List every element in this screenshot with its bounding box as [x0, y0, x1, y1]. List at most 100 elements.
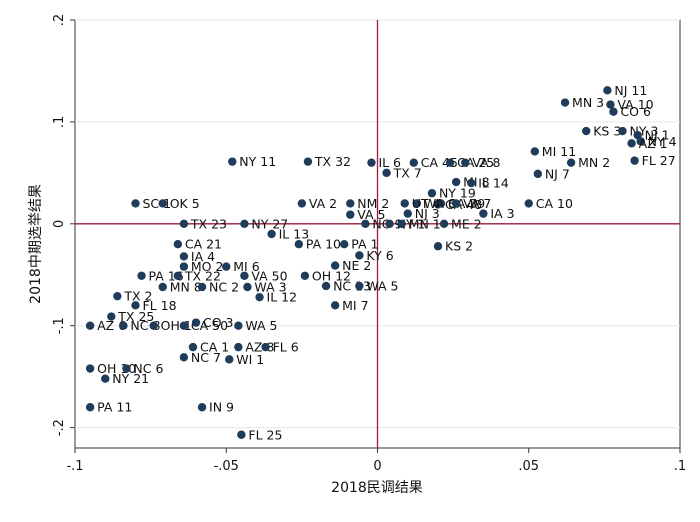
- data-point: [243, 282, 252, 292]
- data-point: [445, 158, 455, 167]
- point-label: MI 7: [342, 298, 368, 313]
- data-point: [303, 157, 313, 166]
- point-label: WA 5: [245, 318, 277, 333]
- point-label: OH 12: [312, 268, 351, 283]
- point-label: NM 2: [357, 196, 389, 211]
- point-label: VA 50: [251, 268, 287, 283]
- point-label: NC 7: [191, 350, 221, 365]
- point-label: PA 16: [149, 268, 184, 283]
- data-point: [197, 403, 207, 412]
- point-label: TX 2: [123, 289, 152, 304]
- data-point: [385, 219, 394, 229]
- data-point: [222, 262, 231, 271]
- data-point: [355, 281, 364, 291]
- data-point: [479, 209, 488, 218]
- data-point: [582, 126, 591, 136]
- axes: -.2 -.1 0 .1 .2 -.1 -.05 0 .05 .1: [52, 14, 686, 474]
- point-label: NC 6: [133, 361, 163, 376]
- data-point: [240, 271, 249, 280]
- data-point: [461, 158, 470, 167]
- data-point: [630, 156, 639, 165]
- data-point: [255, 292, 264, 302]
- point-label: AZ 1: [639, 136, 668, 151]
- point-label: KY 6: [366, 248, 393, 263]
- point-label: IA 3: [490, 206, 514, 221]
- point-label: TX 7: [393, 165, 422, 180]
- x-axis-label: 2018民调结果: [331, 480, 423, 496]
- data-point: [240, 219, 249, 229]
- point-label: IA 4: [191, 249, 215, 264]
- point-label: WA 5: [366, 278, 398, 293]
- y-tick-label: 0: [52, 220, 67, 228]
- data-point: [566, 158, 576, 167]
- data-point: [119, 321, 128, 330]
- x-tick-label: .05: [518, 459, 539, 474]
- point-label: VA 2: [309, 196, 337, 211]
- data-point: [149, 321, 158, 330]
- data-point: [173, 239, 183, 249]
- point-label: FL 25: [248, 427, 282, 442]
- point-label: CO 6: [620, 104, 651, 119]
- data-point: [330, 301, 340, 310]
- data-point: [346, 210, 355, 219]
- data-point: [467, 178, 476, 188]
- point-label: CO 3: [203, 315, 234, 330]
- data-point: [530, 147, 539, 156]
- data-point: [524, 199, 533, 208]
- point-label: KS 2: [445, 239, 473, 254]
- data-point: [609, 107, 618, 116]
- point-label: NJ 3: [415, 206, 440, 221]
- data-point: [122, 364, 131, 373]
- data-point: [300, 271, 310, 280]
- data-point: [330, 261, 340, 270]
- point-label: KS 3: [593, 124, 621, 139]
- point-label: NY 1: [397, 216, 426, 231]
- point-label: ME 2: [451, 216, 482, 231]
- point-label: AZ 6: [97, 318, 126, 333]
- data-point: [560, 98, 570, 107]
- point-label: TX 22: [184, 268, 221, 283]
- point-label: TX 32: [314, 154, 351, 169]
- data-point: [158, 282, 167, 292]
- x-tick-label: .1: [674, 459, 686, 474]
- point-label: NC 2: [209, 279, 239, 294]
- data-point: [179, 353, 189, 362]
- point-label: VA 10: [617, 97, 653, 112]
- data-point: [636, 137, 645, 146]
- data-point: [113, 291, 122, 301]
- point-label: IL 6: [378, 155, 401, 170]
- data-point: [261, 342, 270, 352]
- data-point: [85, 321, 95, 330]
- data-point: [627, 139, 636, 148]
- point-label: NY 21: [112, 371, 149, 386]
- data-point: [321, 281, 331, 291]
- data-point: [367, 158, 376, 167]
- y-tick-label: .2: [52, 14, 67, 26]
- point-label: MO 2: [191, 259, 224, 274]
- data-point: [297, 199, 307, 208]
- point-label: TX 23: [190, 216, 227, 231]
- data-point: [158, 199, 167, 208]
- point-label: OK 5: [170, 196, 200, 211]
- data-point: [346, 199, 355, 208]
- data-point: [603, 86, 612, 95]
- data-point: [433, 242, 443, 251]
- point-label: PA 1: [351, 237, 378, 252]
- y-tick-label: .1: [52, 116, 67, 128]
- point-label: VA 5: [357, 207, 385, 222]
- point-label: NY 11: [239, 154, 276, 169]
- data-point: [294, 239, 304, 249]
- point-label: MI 6: [233, 259, 259, 274]
- data-point: [451, 177, 461, 187]
- y-axis-label: 2018中期选举结果: [28, 184, 44, 304]
- data-point: [436, 199, 446, 208]
- data-point: [137, 271, 146, 280]
- data-point: [85, 364, 95, 373]
- data-point: [234, 321, 243, 330]
- point-label: CA 21: [185, 237, 222, 252]
- data-point: [179, 262, 189, 271]
- data-point: [403, 209, 412, 218]
- data-point: [439, 219, 449, 229]
